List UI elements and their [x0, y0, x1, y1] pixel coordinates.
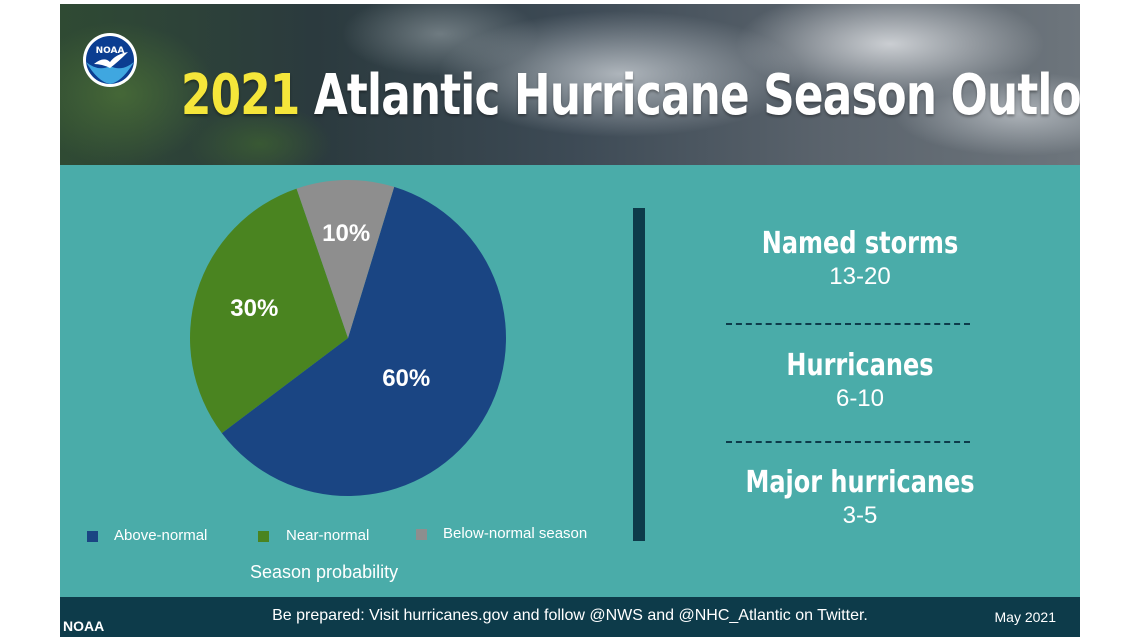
vertical-divider — [633, 208, 645, 541]
satellite-banner: NOAA 2021 Atlantic Hurricane Season Outl… — [60, 4, 1080, 165]
footer-message: Be prepared: Visit hurricanes.gov and fo… — [272, 607, 868, 624]
pie-label-above-normal: 60% — [382, 364, 431, 392]
title-year: 2021 — [181, 63, 300, 128]
logo-text: NOAA — [96, 46, 125, 56]
noaa-logo-icon: NOAA — [83, 33, 137, 87]
footer-date: May 2021 — [994, 609, 1056, 625]
stat-value-named-storms: 13-20 — [829, 263, 891, 290]
legend-label-above-normal: Above-normal — [114, 527, 208, 544]
dashed-separator — [726, 323, 970, 325]
stat-major-hurricanes: Major hurricanes 3-5 — [700, 465, 1020, 531]
stat-label-named-storms: Named storms — [761, 226, 959, 261]
stat-value-hurricanes: 6-10 — [835, 385, 885, 412]
outlook-card: NOAA 2021 Atlantic Hurricane Season Outl… — [60, 4, 1080, 637]
stat-label-hurricanes: Hurricanes — [786, 348, 934, 383]
pie-slice-above-normal — [221, 186, 507, 496]
footer-org: NOAA — [63, 618, 105, 634]
legend-swatch-above-normal — [87, 531, 98, 542]
footer-bar: NOAA Be prepared: Visit hurricanes.gov a… — [60, 597, 1080, 637]
season-probability-pie-chart — [190, 179, 507, 496]
stat-named-storms: Named storms 13-20 — [700, 226, 1020, 292]
pie-label-below-normal: 10% — [322, 219, 371, 247]
chart-caption: Season probability — [250, 562, 399, 582]
legend-label-near-normal: Near-normal — [286, 527, 370, 544]
title-rest: Atlantic Hurricane Season Outlook — [299, 63, 1080, 128]
stat-hurricanes: Hurricanes 6-10 — [700, 348, 1020, 414]
legend-swatch-below-normal — [416, 529, 427, 540]
stat-value-major-hurricanes: 3-5 — [842, 502, 878, 529]
stat-label-major-hurricanes: Major hurricanes — [745, 465, 975, 500]
dashed-separator — [726, 441, 970, 443]
page-title: 2021 Atlantic Hurricane Season Outlook — [181, 56, 1080, 136]
pie-slice-near-normal — [190, 188, 348, 434]
pie-slice-below-normal — [296, 179, 395, 338]
pie-label-near-normal: 30% — [230, 295, 279, 323]
legend-label-below-normal: Below-normal season — [443, 525, 588, 542]
legend-swatch-near-normal — [258, 531, 269, 542]
